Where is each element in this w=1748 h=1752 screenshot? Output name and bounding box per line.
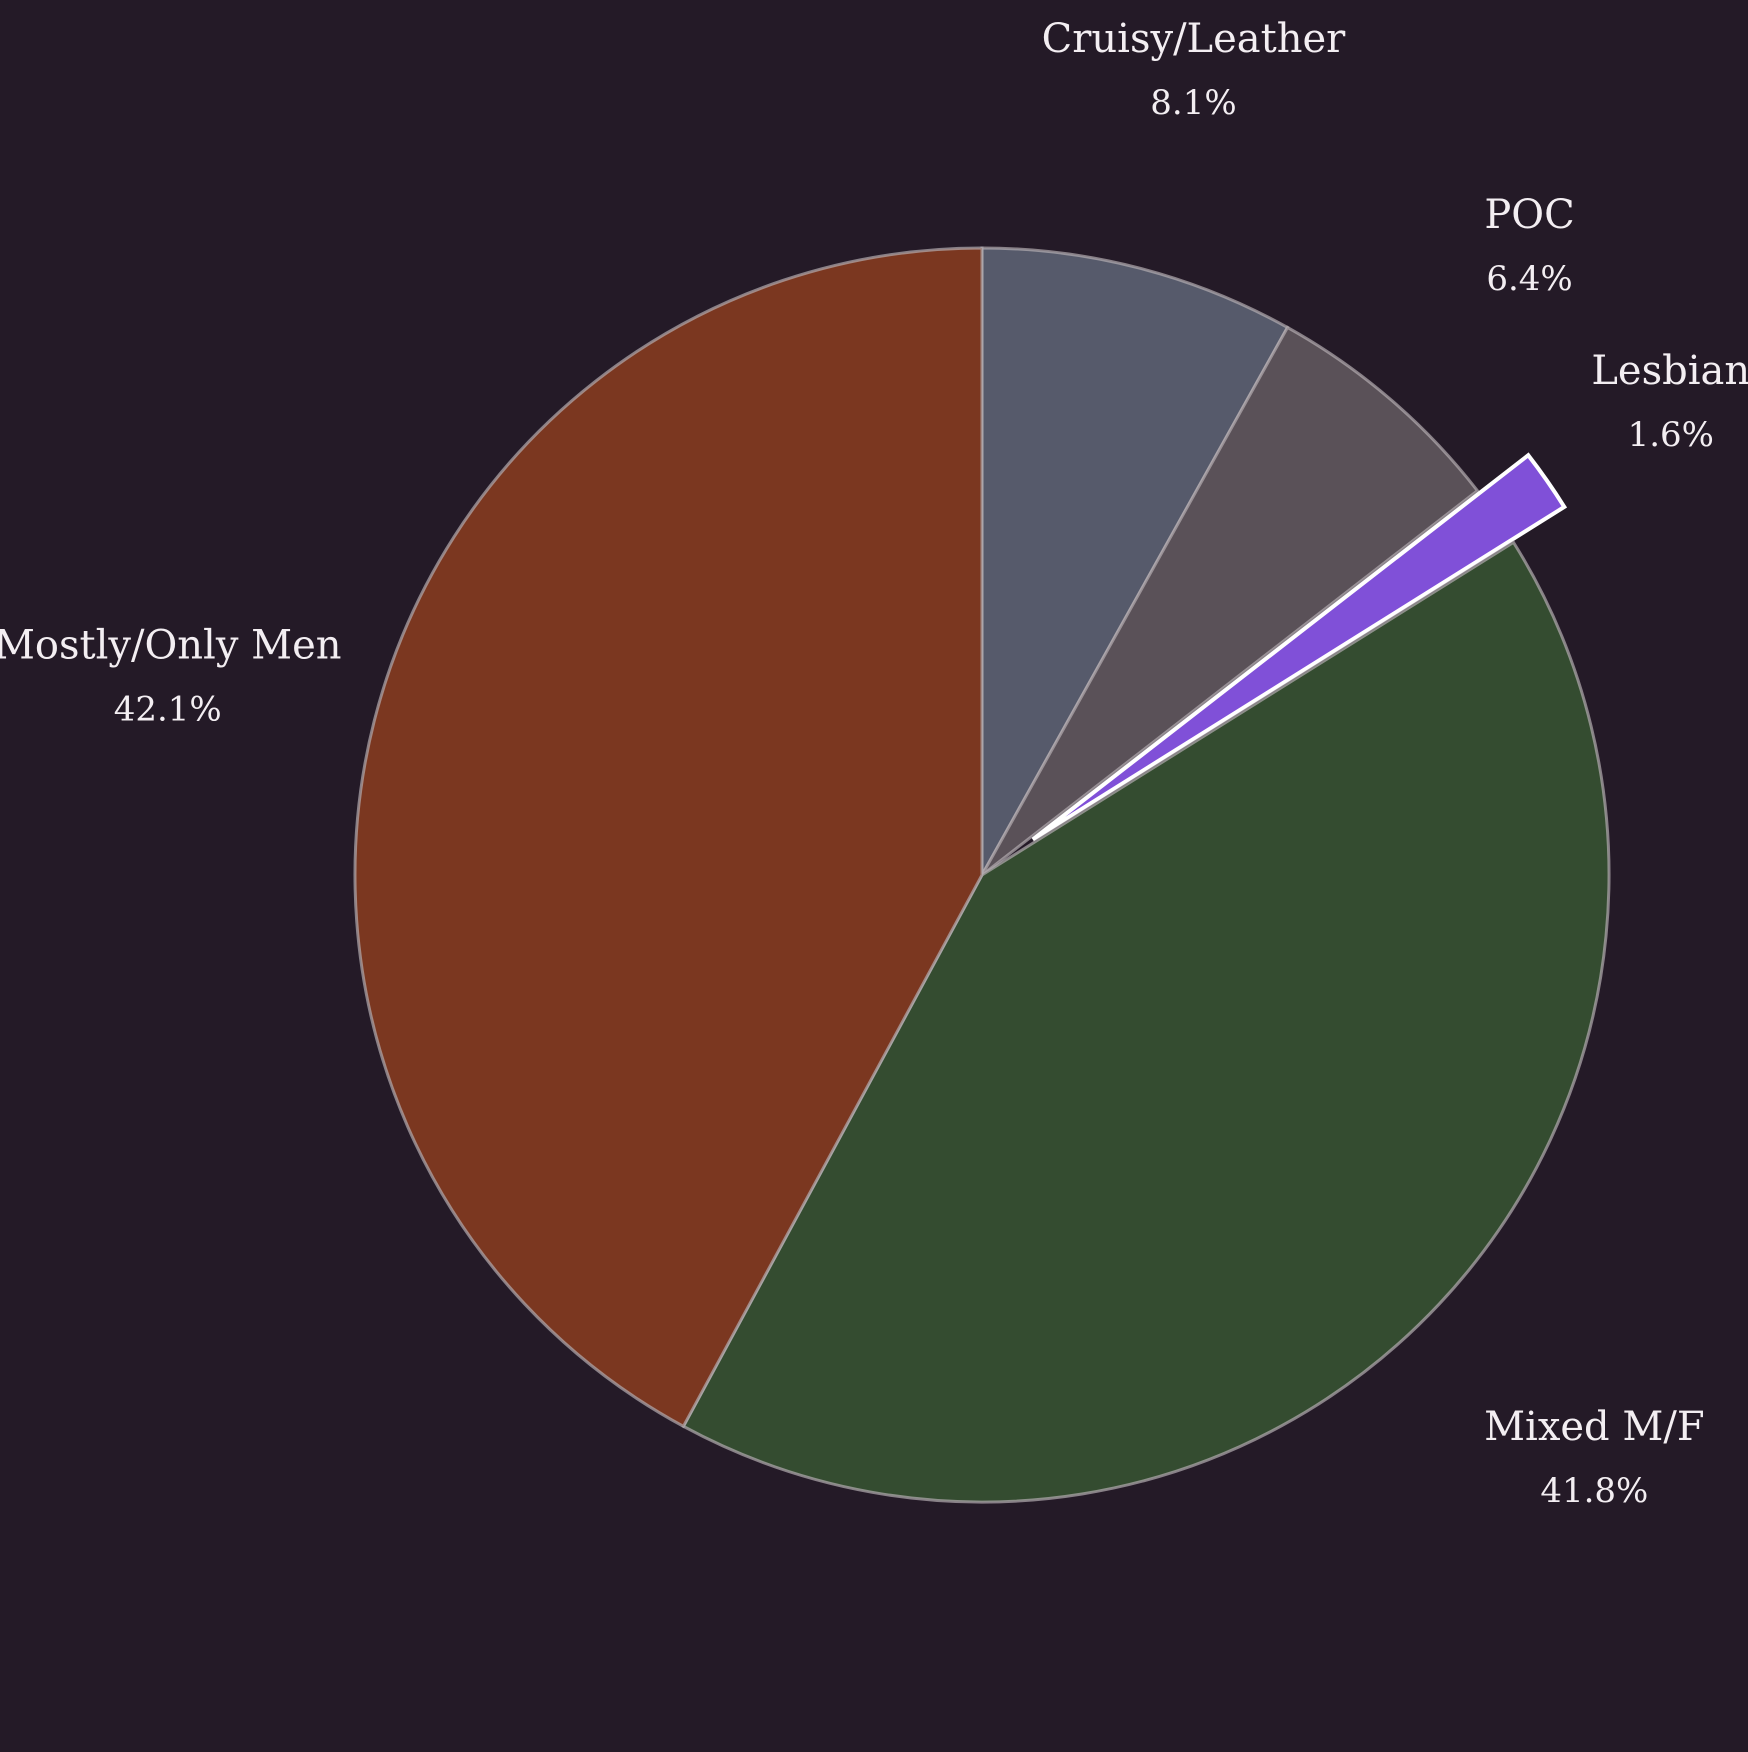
slice-percent-mixed-m-f: 41.8% <box>1540 1471 1648 1511</box>
slice-label-cruisy-leather: Cruisy/Leather <box>1042 16 1346 62</box>
slice-label-poc: POC <box>1484 192 1574 238</box>
slice-percent-cruisy-leather: 8.1% <box>1150 83 1236 123</box>
pie-slice-lesbian <box>1031 452 1568 842</box>
slice-label-mostly-only-men: Mostly/Only Men <box>0 623 342 669</box>
slice-label-lesbian: Lesbian <box>1591 348 1748 394</box>
pie-slice-mostly-only-men <box>353 246 984 1429</box>
pie-slice-mixed-m-f <box>681 540 1611 1504</box>
slice-label-mixed-m-f: Mixed M/F <box>1484 1404 1705 1450</box>
pie-slice-poc <box>980 325 1480 877</box>
slice-percent-lesbian: 1.6% <box>1628 415 1714 455</box>
slice-percent-poc: 6.4% <box>1486 259 1572 299</box>
pie-slice-cruisy-leather <box>980 246 1290 881</box>
slice-percent-mostly-only-men: 42.1% <box>114 690 222 730</box>
